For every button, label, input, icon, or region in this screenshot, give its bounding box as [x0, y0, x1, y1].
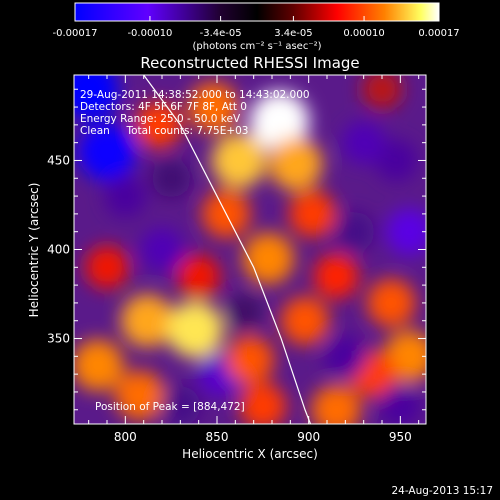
- heatmap-blob: [366, 278, 416, 328]
- y-tick-label: 350: [47, 332, 70, 346]
- heatmap-blob: [269, 137, 323, 191]
- plot-area: 800 850 900 950 350 400 450 29-Aug-2011 14:38:…: [47, 74, 427, 444]
- heatmap-blob: [77, 122, 137, 181]
- heatmap-blob: [225, 335, 275, 385]
- heatmap-blob: [280, 296, 330, 345]
- colorbar-tick-label: 0.00017: [418, 28, 459, 39]
- heatmap-blob: [114, 370, 166, 421]
- heatmap-blob: [188, 81, 239, 133]
- x-tick-label: 900: [297, 430, 320, 444]
- info-line-detectors: Detectors: 4F 5F 6F 7F 8F, Att 0: [80, 101, 247, 113]
- info-line-clean: Clean Total counts: 7.75E+03: [80, 125, 249, 137]
- heatmap-blob: [176, 254, 221, 298]
- heatmap-blob: [311, 384, 362, 424]
- peak-position-label: Position of Peak = [884,472]: [95, 401, 245, 413]
- y-tick-label: 400: [47, 243, 70, 257]
- heatmap-blob: [160, 386, 201, 424]
- x-axis-label: Heliocentric X (arcsec): [182, 447, 318, 461]
- colorbar: -0.00017 -0.00010 -3.4e-05 3.4e-05 0.00010 0.…: [53, 2, 460, 52]
- heatmap-blob: [379, 385, 422, 424]
- heatmap-blob: [249, 91, 310, 152]
- colorbar-tick-label: -0.00017: [53, 28, 98, 39]
- colorbar-tick-label: -3.4e-05: [200, 28, 242, 39]
- x-tick-label: 950: [389, 430, 412, 444]
- colorbar-tick-label: -0.00010: [127, 28, 172, 39]
- heatmap-blob: [375, 139, 418, 182]
- heatmap-blob: [242, 232, 295, 285]
- colorbar-gradient: [74, 2, 440, 22]
- y-axis-label: Heliocentric Y (arcsec): [27, 183, 41, 318]
- heatmap-blob: [74, 339, 124, 392]
- footer-timestamp: 24-Aug-2013 15:17: [391, 485, 493, 497]
- heatmap-blob: [361, 75, 403, 110]
- info-text: 29-Aug-2011 14:38:52.000 to 14:43:02.000…: [80, 89, 310, 137]
- colorbar-tick-label: 0.00010: [343, 28, 384, 39]
- colorbar-ticks: -0.00017 -0.00010 -3.4e-05 3.4e-05 0.00010 0.…: [53, 16, 460, 39]
- heatmap-blob: [341, 120, 386, 165]
- chart-title: Reconstructed RHESSI Image: [140, 54, 359, 72]
- heatmap-blob: [74, 75, 119, 120]
- heatmap-blob: [288, 190, 336, 238]
- heatmap-blob: [151, 158, 191, 198]
- heatmap-blob: [134, 101, 182, 149]
- heatmap-blob: [104, 175, 147, 218]
- heatmap-blob: [211, 132, 267, 188]
- info-line-time: 29-Aug-2011 14:38:52.000 to 14:43:02.000: [80, 89, 310, 101]
- info-line-energy: Energy Range: 25.0 - 50.0 keV: [80, 113, 241, 125]
- heatmap-blob: [85, 245, 129, 290]
- heatmap: [74, 75, 426, 424]
- heatmap-blob: [313, 253, 359, 299]
- x-tick-label: 800: [114, 430, 137, 444]
- colorbar-tick-label: 3.4e-05: [274, 28, 312, 39]
- colorbar-unit-label: (photons cm⁻² s⁻¹ asec⁻²): [192, 41, 321, 52]
- axis-ticks: 800 850 900 950 350 400 450: [47, 75, 426, 444]
- solar-limb-curve: [143, 75, 312, 424]
- heatmap-blob: [334, 211, 375, 252]
- heatmap-blob: [386, 208, 426, 256]
- heatmap-blob: [166, 301, 224, 358]
- heatmap-blob: [226, 293, 263, 331]
- heatmap-blob: [140, 227, 184, 272]
- heatmap-blob: [324, 335, 367, 378]
- heatmap-blob: [239, 382, 287, 424]
- y-tick-label: 450: [47, 153, 70, 167]
- heatmap-blob: [120, 294, 175, 348]
- x-tick-label: 850: [206, 430, 229, 444]
